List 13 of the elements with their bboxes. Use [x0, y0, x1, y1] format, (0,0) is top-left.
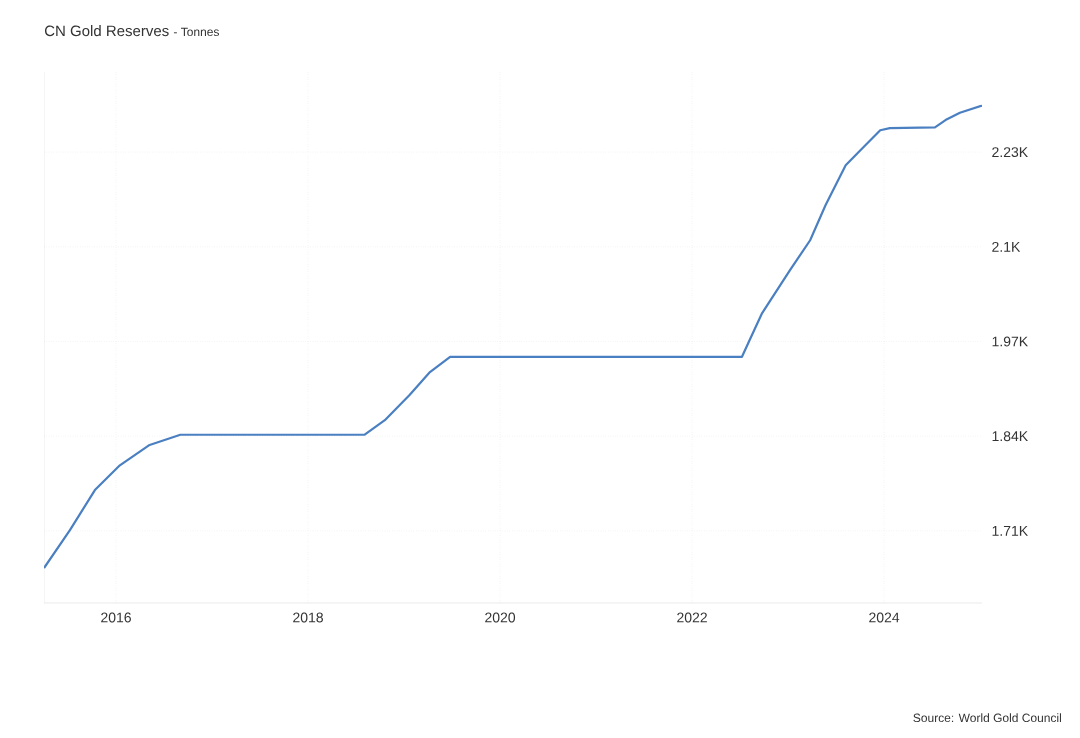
- y-tick-label: 1.84K: [992, 431, 1028, 442]
- x-tick-label: 2024: [869, 612, 900, 623]
- y-tick-label: 2.1K: [992, 241, 1021, 252]
- y-tick-label: 1.71K: [992, 526, 1028, 536]
- y-tick-label: 2.23K: [992, 147, 1028, 158]
- x-tick-label: 2018: [293, 612, 323, 623]
- x-tick-label: 2020: [485, 612, 516, 623]
- source-note: Source: World Gold Council: [913, 713, 1061, 723]
- chart-subtitle: - Tonnes: [173, 27, 219, 37]
- y-tick-label: 1.97K: [992, 336, 1028, 347]
- chart-title: CN Gold Reserves: [44, 25, 169, 37]
- x-tick-label: 2022: [677, 612, 707, 623]
- x-tick-label: 2016: [101, 612, 131, 623]
